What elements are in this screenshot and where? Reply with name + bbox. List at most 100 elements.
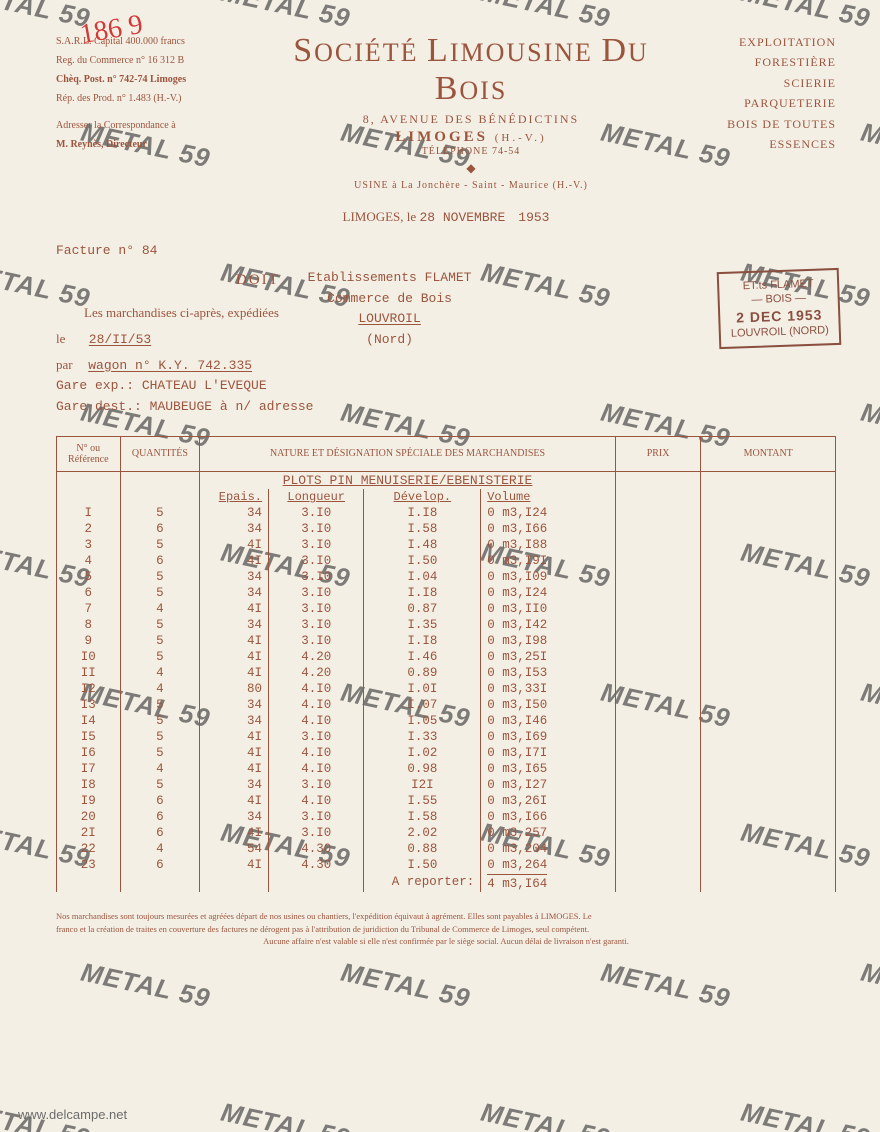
cell-prix: [615, 617, 701, 633]
watermark-text: METAL 59: [478, 1097, 613, 1132]
cell-vol: 0 m3,33I: [481, 681, 616, 697]
cell-qty: 6: [120, 793, 200, 809]
cell-prix: [615, 585, 701, 601]
cell-dev: 0.89: [364, 665, 481, 681]
cell-ref: I4: [57, 713, 121, 729]
customer-city: LOUVROIL: [358, 311, 420, 326]
cell-dev: I.48: [364, 537, 481, 553]
cell-long: 4.20: [269, 649, 364, 665]
received-stamp: ET.ts FLAMET — BOIS — 2 DEC 1953 LOUVROI…: [717, 268, 842, 349]
cell-epais: 34: [200, 777, 269, 793]
cell-qty: 5: [120, 649, 200, 665]
cell-vol: 0 m3,I7I: [481, 745, 616, 761]
cell-dev: I.0I: [364, 681, 481, 697]
customer-block: Etablissements FLAMET Commerce de Bois L…: [308, 268, 472, 351]
col-header-ref: N° ou Référence: [57, 436, 121, 471]
company-name: SOCIÉTÉ LIMOUSINE DU BOIS: [284, 32, 658, 108]
cell-ref: 6: [57, 585, 121, 601]
hl-line: Chèq. Post. n° 742-74 Limoges: [56, 70, 276, 89]
table-row: 65343.I0I.I80 m3,I24: [57, 585, 836, 601]
cell-montant: [701, 505, 836, 521]
cell-vol: 0 m3,I42: [481, 617, 616, 633]
cell-qty: 6: [120, 825, 200, 841]
table-row: I5343.I0I.I80 m3,I24: [57, 505, 836, 521]
cell-montant: [701, 697, 836, 713]
cell-prix: [615, 713, 701, 729]
cell-epais: 34: [200, 505, 269, 521]
cell-dev: 2.02: [364, 825, 481, 841]
invoice-number: Facture n° 84: [56, 241, 836, 262]
cell-epais: 54: [200, 841, 269, 857]
table-row: 206343.I0I.580 m3,I66: [57, 809, 836, 825]
cell-montant: [701, 681, 836, 697]
table-row: 464I3.I0I.500 m3,I9I: [57, 553, 836, 569]
cell-prix: [615, 601, 701, 617]
cell-ref: 23: [57, 857, 121, 873]
cell-ref: 3: [57, 537, 121, 553]
cell-ref: I6: [57, 745, 121, 761]
cell-epais: 4I: [200, 665, 269, 681]
table-row: I35344.I0I.070 m3,I50: [57, 697, 836, 713]
company-city: LIMOGES (H.-V.): [284, 129, 658, 146]
sub-longueur: Longueur: [269, 489, 364, 505]
cell-vol: 0 m3,I66: [481, 521, 616, 537]
report-row: A reporter:4 m3,I64: [57, 873, 836, 892]
cell-long: 4.I0: [269, 761, 364, 777]
ship-wagon: par wagon n° K.Y. 742.335: [56, 355, 836, 377]
cell-qty: 6: [120, 521, 200, 537]
cell-montant: [701, 665, 836, 681]
cell-qty: 5: [120, 777, 200, 793]
cell-vol: 0 m3,I53: [481, 665, 616, 681]
cell-vol: 0 m3,I46: [481, 713, 616, 729]
cell-epais: 4I: [200, 553, 269, 569]
cell-vol: 0 m3,257: [481, 825, 616, 841]
col-header-prix: PRIX: [615, 436, 701, 471]
cell-qty: 5: [120, 633, 200, 649]
table-row: I85343.I0I2I0 m3,I27: [57, 777, 836, 793]
col-header-montant: MONTANT: [701, 436, 836, 471]
cell-epais: 4I: [200, 825, 269, 841]
cell-prix: [615, 681, 701, 697]
cell-long: 3.I0: [269, 569, 364, 585]
cell-vol: 0 m3,204: [481, 841, 616, 857]
cell-ref: 2I: [57, 825, 121, 841]
table-row: I554I3.I0I.330 m3,I69: [57, 729, 836, 745]
cell-dev: I.04: [364, 569, 481, 585]
table-row: 354I3.I0I.480 m3,I88: [57, 537, 836, 553]
cell-ref: 8: [57, 617, 121, 633]
cell-long: 4.I0: [269, 793, 364, 809]
cell-montant: [701, 809, 836, 825]
cell-qty: 5: [120, 697, 200, 713]
cell-ref: I9: [57, 793, 121, 809]
cell-dev: I.02: [364, 745, 481, 761]
cell-prix: [615, 777, 701, 793]
cell-qty: 6: [120, 809, 200, 825]
divider-diamond-icon: ◆: [284, 161, 658, 176]
sub-develop: Dévelop.: [364, 489, 481, 505]
footnote-line: Aucune affaire n'est valable si elle n'e…: [56, 935, 836, 948]
cell-montant: [701, 777, 836, 793]
table-row: I24804.I0I.0I0 m3,33I: [57, 681, 836, 697]
cell-qty: 4: [120, 601, 200, 617]
hl-line: M. Reynès, Directeur: [56, 135, 276, 154]
cell-long: 3.I0: [269, 777, 364, 793]
cell-ref: I3: [57, 697, 121, 713]
cell-long: 4.I0: [269, 713, 364, 729]
cell-epais: 34: [200, 569, 269, 585]
cell-dev: I.I8: [364, 585, 481, 601]
cell-montant: [701, 745, 836, 761]
site-url: www.delcampe.net: [18, 1107, 127, 1122]
cell-prix: [615, 505, 701, 521]
cell-ref: I2: [57, 681, 121, 697]
cell-ref: 2: [57, 521, 121, 537]
cell-long: 4.I0: [269, 745, 364, 761]
table-row: 224544.300.880 m3,204: [57, 841, 836, 857]
cell-qty: 6: [120, 857, 200, 873]
report-total: 4 m3,I64: [481, 873, 616, 892]
cell-prix: [615, 857, 701, 873]
cell-long: 4.30: [269, 841, 364, 857]
letterhead: S.A.R.L. Capital 400.000 francs Reg. du …: [56, 32, 836, 191]
cell-epais: 4I: [200, 537, 269, 553]
stamp-line: LOUVROIL (NORD): [731, 323, 829, 341]
cell-long: 3.I0: [269, 505, 364, 521]
